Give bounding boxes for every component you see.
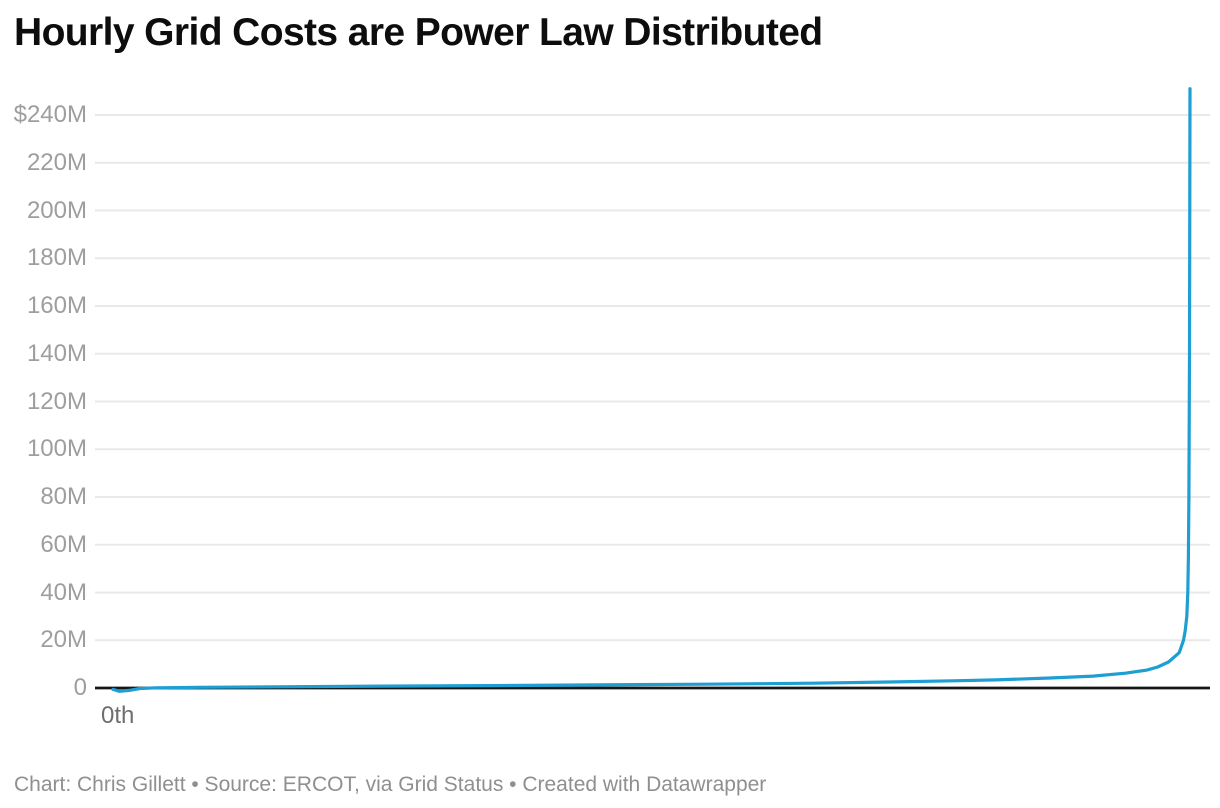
y-tick-label: 160M bbox=[26, 292, 87, 319]
y-tick-label: 60M bbox=[40, 530, 87, 558]
x-tick-label: 0th bbox=[101, 702, 135, 729]
y-tick-label: $240M bbox=[13, 101, 87, 128]
y-tick-label: 80M bbox=[40, 483, 87, 510]
y-tick-label: 100M bbox=[26, 435, 87, 463]
cost-distribution-line bbox=[111, 87, 1192, 693]
y-tick-label: 220M bbox=[26, 148, 87, 176]
y-tick-label: 0 bbox=[73, 674, 87, 701]
y-tick-label: 140M bbox=[26, 339, 87, 367]
chart-title: Hourly Grid Costs are Power Law Distribu… bbox=[14, 11, 823, 54]
y-tick-label: 180M bbox=[26, 244, 87, 272]
y-tick-label: 120M bbox=[26, 387, 87, 415]
y-tick-label: 200M bbox=[26, 196, 87, 224]
y-tick-label: 40M bbox=[40, 578, 87, 606]
chart-footer: Chart: Chris Gillett • Source: ERCOT, vi… bbox=[14, 773, 767, 796]
y-tick-label: 20M bbox=[40, 626, 87, 654]
